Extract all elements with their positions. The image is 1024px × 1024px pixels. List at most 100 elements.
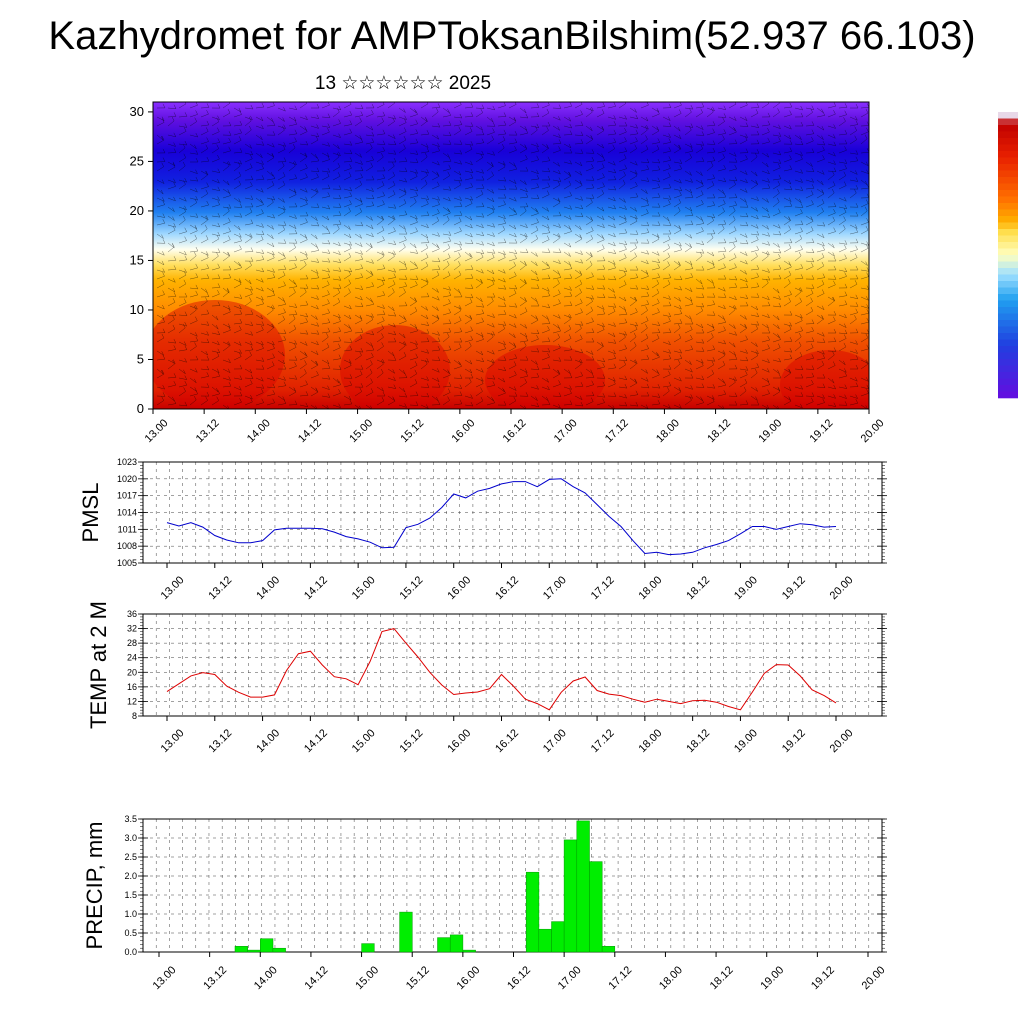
wind-barb	[486, 277, 496, 282]
wind-barb	[585, 176, 595, 181]
wind-barb	[706, 251, 715, 257]
wind-barb	[563, 334, 572, 343]
wind-barb	[200, 309, 210, 316]
wind-barb	[398, 403, 408, 408]
wind-barb	[365, 282, 375, 289]
wind-barb	[200, 200, 210, 208]
wind-barb	[420, 279, 429, 289]
wind-barb	[574, 170, 583, 176]
wind-barb	[827, 251, 836, 258]
wind-barb	[222, 390, 232, 397]
wind-barb	[717, 224, 725, 235]
wind-barb	[310, 269, 319, 275]
wind-barb	[211, 222, 221, 228]
wind-barb	[398, 177, 408, 183]
wind-barb	[541, 274, 551, 280]
wind-barb	[299, 163, 308, 172]
wind-barb	[651, 273, 661, 280]
wind-barb	[783, 216, 791, 226]
wind-barb	[167, 116, 175, 127]
wind-barb	[167, 226, 176, 235]
wind-barb	[563, 227, 572, 235]
wind-barb	[805, 297, 813, 307]
wind-barb	[167, 161, 176, 167]
y-tick-label: 10	[130, 302, 144, 317]
wind-barb	[508, 164, 518, 172]
wind-barb	[805, 178, 815, 183]
wind-barb	[310, 156, 320, 163]
wind-barb	[310, 330, 320, 335]
wind-barb	[552, 299, 561, 307]
wind-barb	[189, 198, 198, 208]
wind-barb	[618, 333, 626, 343]
wind-barb	[640, 316, 649, 325]
wind-barb	[222, 102, 230, 109]
wind-barb	[772, 124, 782, 130]
wind-barb	[475, 253, 484, 262]
wind-barb	[222, 358, 232, 364]
colorbar-cell	[998, 112, 1018, 119]
wind-barb	[783, 134, 792, 140]
wind-barb	[398, 341, 406, 352]
wind-barb	[475, 249, 485, 255]
colorbar-cell	[998, 281, 1018, 288]
wind-barb	[816, 360, 825, 370]
wind-barb	[530, 276, 540, 281]
wind-barb	[497, 285, 507, 290]
wind-barb	[530, 334, 539, 343]
wind-barb	[629, 137, 638, 145]
y-tick-label: 0.0	[124, 947, 137, 957]
wind-barb	[805, 108, 813, 118]
wind-barb	[728, 295, 738, 301]
x-tick-label: 18.00	[636, 574, 664, 602]
wind-barb	[728, 215, 736, 226]
wind-barb	[849, 150, 859, 155]
wind-barb	[365, 330, 375, 336]
wind-barb	[277, 300, 287, 307]
wind-barb	[200, 350, 209, 356]
wind-barb	[409, 344, 418, 352]
wind-barb	[519, 378, 528, 388]
wind-barb	[838, 371, 848, 379]
wind-barb	[662, 103, 672, 109]
wind-barb	[354, 314, 363, 320]
wind-barb	[464, 141, 474, 146]
wind-barb	[706, 323, 715, 329]
wind-barb	[827, 227, 836, 235]
wind-barb	[519, 323, 528, 329]
wind-barb	[640, 201, 650, 208]
wind-barb	[739, 170, 748, 176]
wind-barb	[696, 328, 705, 334]
wind-barb	[530, 329, 540, 335]
wind-barb	[178, 270, 187, 280]
wind-barb	[706, 333, 714, 343]
wind-barb	[310, 135, 319, 145]
wind-barb	[673, 144, 682, 154]
wind-barb	[618, 270, 627, 280]
wind-barb	[376, 251, 385, 256]
wind-barb	[640, 221, 650, 227]
wind-barb	[607, 232, 617, 238]
wind-barb	[354, 180, 363, 190]
wind-barb	[542, 121, 551, 127]
wind-barb	[607, 185, 617, 191]
wind-barb	[519, 223, 529, 229]
wind-barb	[805, 354, 815, 361]
wind-barb	[838, 254, 847, 262]
wind-barb	[563, 123, 573, 129]
wind-barb	[255, 134, 263, 140]
wind-barb	[838, 117, 846, 127]
wind-barb	[838, 394, 848, 400]
wind-barb	[354, 285, 364, 290]
wind-barb	[211, 252, 219, 262]
wind-barb	[442, 327, 452, 334]
wind-barb	[266, 344, 275, 352]
wind-barb	[453, 359, 461, 366]
wind-barb	[530, 234, 539, 244]
wind-barb	[233, 224, 241, 231]
wind-barb	[486, 269, 495, 275]
x-tick-label: 18.12	[705, 417, 733, 445]
wind-barb	[266, 152, 275, 158]
wind-barb	[244, 345, 254, 352]
wind-barb	[354, 273, 364, 280]
